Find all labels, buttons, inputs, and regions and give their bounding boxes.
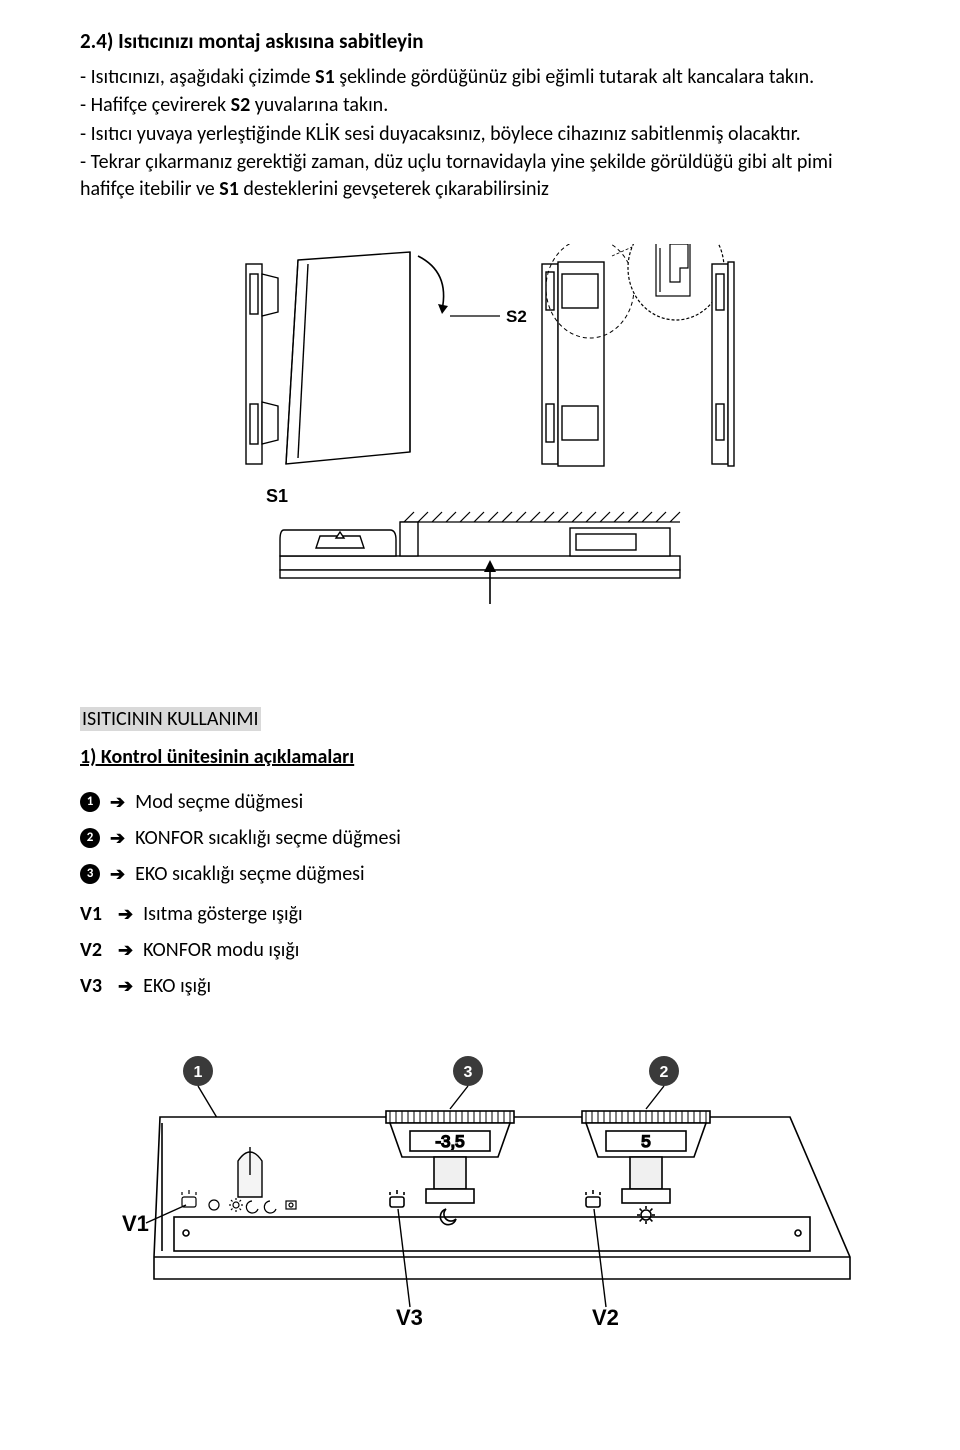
- text: desteklerini gevşeterek çıkarabilirsiniz: [239, 177, 549, 201]
- bold-s1: S1: [315, 65, 335, 89]
- klik-label: KLİK: [658, 244, 684, 247]
- usage-sub-heading: 1) Kontrol ünitesinin açıklamaları: [80, 745, 880, 769]
- page-root: 2.4) Isıtıcınızı montaj askısına sabitle…: [0, 0, 960, 1372]
- control-item-v1: V1 ➔ Isıtma gösterge ışığı: [80, 897, 880, 931]
- control-item-2: 2 ➔ KONFOR sıcaklığı seçme düğmesi: [80, 821, 880, 855]
- label: EKO ışığı: [143, 969, 211, 1003]
- arrow-icon: ➔: [110, 823, 125, 854]
- label: KONFOR modu ışığı: [143, 933, 299, 967]
- callout-2: 2: [660, 1064, 669, 1081]
- arrow-icon: ➔: [118, 935, 133, 966]
- arrow-icon: ➔: [110, 859, 125, 890]
- label: Isıtma gösterge ışığı: [143, 897, 303, 931]
- paragraph-1: - Isıtıcınızı, aşağıdaki çizimde S1 şekl…: [80, 64, 880, 90]
- v1-callout: V1: [122, 1211, 149, 1236]
- label: KONFOR sıcaklığı seçme düğmesi: [135, 821, 401, 855]
- dial-eco-value: -3,5: [435, 1132, 464, 1151]
- dial-comfort-value: 5: [641, 1132, 650, 1151]
- control-item-v2: V2 ➔ KONFOR modu ışığı: [80, 933, 880, 967]
- label: EKO sıcaklığı seçme düğmesi: [135, 857, 365, 891]
- text: - Hafifçe çevirerek: [80, 93, 231, 117]
- num-2-icon: 2: [80, 828, 100, 848]
- control-item-3: 3 ➔ EKO sıcaklığı seçme düğmesi: [80, 857, 880, 891]
- v3-callout: V3: [396, 1305, 423, 1327]
- s2-label: S2: [506, 307, 527, 326]
- section-title: 2.4) Isıtıcınızı montaj askısına sabitle…: [80, 28, 880, 54]
- callout-1: 1: [194, 1064, 203, 1081]
- control-panel-diagram: 1 3 2: [90, 1047, 870, 1332]
- num-1-icon: 1: [80, 792, 100, 812]
- text: şeklinde gördüğünüz gibi eğimli tutarak …: [335, 65, 814, 89]
- mounting-diagram: S2 S1 KLİK: [200, 244, 760, 629]
- paragraph-2: - Hafifçe çevirerek S2 yuvalarına takın.: [80, 92, 880, 118]
- bold-s2: S2: [231, 93, 251, 117]
- callout-3: 3: [464, 1064, 473, 1081]
- v3-label: V3: [80, 969, 108, 1003]
- control-item-v3: V3 ➔ EKO ışığı: [80, 969, 880, 1003]
- arrow-icon: ➔: [118, 899, 133, 930]
- v2-callout: V2: [592, 1305, 619, 1327]
- v1-label: V1: [80, 897, 108, 931]
- text: - Isıtıcınızı, aşağıdaki çizimde: [80, 65, 315, 89]
- paragraph-3: - Isıtıcı yuvaya yerleştiğinde KLİK sesi…: [80, 121, 880, 147]
- text: yuvalarına takın.: [250, 93, 388, 117]
- num-3-icon: 3: [80, 864, 100, 884]
- v2-label: V2: [80, 933, 108, 967]
- panel-svg: 1 3 2: [90, 1047, 870, 1327]
- arrow-icon: ➔: [118, 971, 133, 1002]
- paragraph-4: - Tekrar çıkarmanız gerektiği zaman, düz…: [80, 149, 880, 202]
- s1-label: S1: [266, 486, 288, 506]
- control-item-1: 1 ➔ Mod seçme düğmesi: [80, 785, 880, 819]
- label: Mod seçme düğmesi: [135, 785, 303, 819]
- control-list: 1 ➔ Mod seçme düğmesi 2 ➔ KONFOR sıcaklı…: [80, 785, 880, 1003]
- bold-s1-2: S1: [219, 177, 239, 201]
- usage-heading: ISITICININ KULLANIMI: [80, 707, 261, 731]
- arrow-icon: ➔: [110, 787, 125, 818]
- mounting-svg: S2 S1 KLİK: [200, 244, 760, 624]
